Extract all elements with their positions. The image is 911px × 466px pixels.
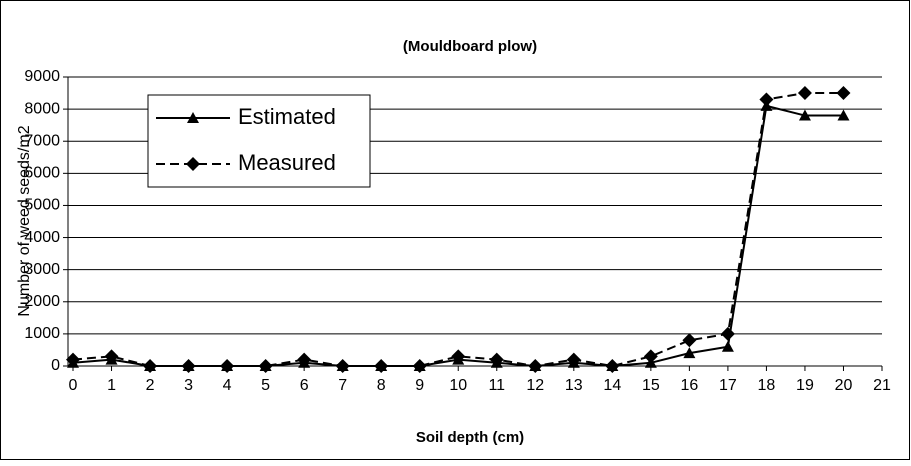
legend-label: Measured	[238, 150, 336, 175]
legend-box	[147, 94, 371, 188]
x-tick-label: 20	[835, 377, 853, 394]
y-tick-label: 0	[51, 357, 60, 374]
x-tick-label: 2	[146, 377, 155, 394]
marker	[297, 352, 312, 367]
x-tick-label: 5	[261, 377, 270, 394]
x-tick-label: 3	[184, 377, 193, 394]
y-tick-label: 2000	[24, 293, 60, 310]
y-axis-label: Number of weed seeds/m2	[16, 125, 33, 316]
y-tick-label: 8000	[24, 100, 60, 117]
marker	[759, 92, 774, 107]
marker	[412, 359, 427, 373]
marker	[566, 352, 581, 367]
marker	[683, 347, 696, 359]
x-tick-label: 14	[603, 377, 621, 394]
marker	[528, 359, 543, 373]
x-tick-label: 0	[69, 377, 78, 394]
legend-marker	[187, 112, 199, 123]
x-tick-label: 12	[526, 377, 544, 394]
x-tick-label: 19	[796, 377, 814, 394]
marker	[837, 109, 850, 121]
marker	[720, 326, 735, 341]
x-tick-label: 8	[377, 377, 386, 394]
x-tick-label: 1	[107, 377, 116, 394]
marker	[836, 86, 851, 101]
marker	[682, 333, 697, 348]
y-tick-label: 1000	[24, 325, 60, 342]
x-tick-label: 6	[300, 377, 309, 394]
x-tick-label: 9	[415, 377, 424, 394]
x-tick-label: 16	[680, 377, 698, 394]
marker	[181, 359, 196, 373]
marker	[451, 349, 466, 364]
x-tick-label: 21	[873, 377, 891, 394]
marker	[143, 359, 158, 373]
legend-label: Estimated	[238, 104, 336, 129]
marker	[797, 86, 812, 101]
x-tick-label: 13	[565, 377, 583, 394]
marker	[335, 359, 350, 373]
x-axis-label: Soil depth (cm)	[416, 429, 524, 446]
chart-title: (Mouldboard plow)	[403, 38, 537, 55]
marker	[605, 359, 620, 373]
x-tick-label: 18	[758, 377, 776, 394]
marker	[643, 349, 658, 364]
x-tick-label: 17	[719, 377, 737, 394]
legend-marker	[186, 157, 200, 171]
y-tick-label: 5000	[24, 197, 60, 214]
x-tick-label: 4	[223, 377, 232, 394]
marker	[220, 359, 235, 373]
marker	[374, 359, 389, 373]
y-tick-label: 3000	[24, 261, 60, 278]
marker	[489, 352, 504, 367]
x-tick-label: 7	[338, 377, 347, 394]
y-tick-label: 6000	[24, 165, 60, 182]
series-line	[72, 92, 844, 368]
marker	[798, 109, 811, 121]
x-tick-label: 11	[488, 377, 505, 394]
marker	[721, 340, 734, 352]
x-tick-label: 15	[642, 377, 660, 394]
y-tick-label: 4000	[24, 229, 60, 246]
y-tick-label: 9000	[24, 68, 60, 85]
marker	[104, 349, 119, 364]
marker	[66, 352, 80, 367]
marker	[258, 359, 273, 373]
x-tick-label: 10	[449, 377, 467, 394]
y-tick-label: 7000	[24, 132, 60, 149]
